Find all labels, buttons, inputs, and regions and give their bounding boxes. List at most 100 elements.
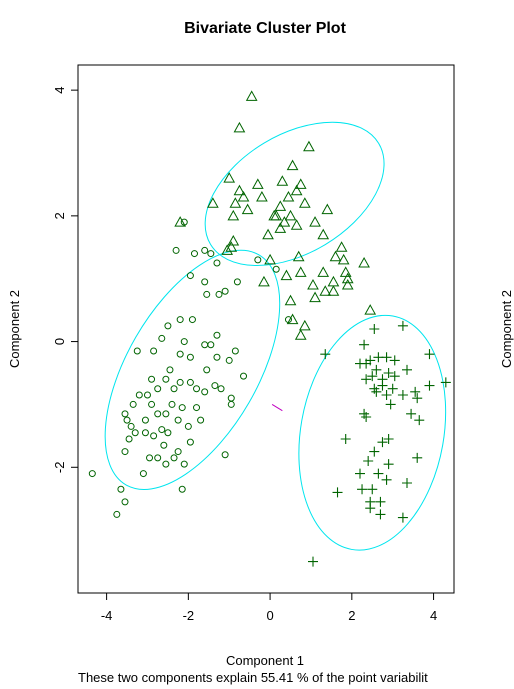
data-point-plus — [397, 320, 408, 331]
cluster-connectors — [271, 404, 283, 412]
data-point-circle — [180, 218, 188, 226]
data-point-triangle — [264, 253, 276, 265]
data-point-plus — [377, 380, 388, 391]
data-point-plus — [410, 386, 421, 397]
data-point-plus — [389, 355, 400, 366]
data-point-plus — [363, 456, 374, 466]
data-point-triangle — [339, 266, 352, 277]
data-point-triangle — [282, 190, 295, 202]
data-point-circle — [227, 400, 235, 408]
data-point-triangle — [327, 285, 340, 296]
data-point-triangle — [280, 269, 293, 281]
data-point-circle — [225, 356, 233, 364]
data-point-triangle — [274, 222, 287, 233]
data-point-circle — [121, 448, 129, 456]
data-point-plus — [397, 512, 408, 523]
data-point-triangle — [251, 178, 264, 189]
data-point-circle — [117, 485, 125, 493]
data-point-triangle — [229, 197, 242, 208]
data-point-circle — [197, 416, 205, 424]
data-point-circle — [193, 385, 201, 393]
data-point-circle — [240, 372, 248, 380]
data-point-triangle — [303, 140, 315, 152]
data-point-circle — [190, 250, 198, 258]
data-point-circle — [148, 400, 156, 408]
data-point-triangle — [329, 250, 342, 262]
y-tick-label: -2 — [52, 462, 67, 474]
data-point-plus — [320, 349, 331, 360]
data-point-triangle — [341, 278, 354, 290]
y-tick-label: 4 — [52, 87, 67, 94]
data-point-circle — [121, 410, 129, 418]
data-point-circle — [178, 404, 186, 412]
data-point-circle — [184, 422, 192, 430]
data-point-plus — [361, 374, 372, 385]
data-point-plus — [332, 487, 343, 498]
data-point-plus — [371, 386, 382, 397]
x-tick-label: 4 — [430, 608, 437, 623]
data-point-plus — [383, 459, 394, 470]
data-point-circle — [127, 422, 135, 430]
data-point-circle — [162, 375, 170, 383]
data-point-circle — [176, 316, 184, 324]
data-point-triangle — [286, 313, 299, 325]
cluster-ellipse-1 — [204, 121, 385, 266]
data-point-triangle — [337, 253, 350, 265]
data-point-triangle — [233, 121, 246, 133]
data-point-plus — [389, 371, 400, 382]
data-point-triangle — [258, 275, 270, 287]
y-tick-label: 0 — [52, 338, 67, 345]
data-point-triangle — [290, 184, 303, 196]
cluster-ellipse-2 — [104, 249, 281, 490]
data-point-plus — [375, 509, 386, 520]
data-point-circle — [213, 259, 221, 267]
data-point-triangle — [284, 209, 297, 221]
data-point-circle — [233, 278, 241, 286]
x-axis-label: Component 1 — [226, 653, 304, 668]
data-point-plus — [383, 434, 394, 444]
data-point-circle — [125, 435, 133, 443]
data-point-circle — [227, 394, 235, 402]
data-point-triangle — [341, 272, 354, 284]
data-point-plus — [387, 383, 398, 394]
data-point-circle — [123, 416, 131, 424]
data-point-circle — [141, 429, 149, 437]
data-point-triangle — [294, 178, 307, 189]
data-points — [88, 90, 451, 567]
data-point-triangle — [364, 304, 377, 315]
data-point-circle — [170, 385, 178, 393]
data-point-plus — [424, 380, 435, 391]
data-point-plus — [371, 364, 382, 375]
data-point-triangle — [221, 244, 234, 255]
x-tick-label: -2 — [183, 608, 195, 623]
data-point-circle — [186, 378, 194, 386]
data-point-triangle — [270, 209, 283, 221]
data-point-circle — [186, 353, 194, 361]
data-point-circle — [178, 485, 186, 493]
subtitle: These two components explain 55.41 % of … — [78, 670, 428, 685]
data-point-triangle — [278, 216, 291, 227]
data-point-circle — [176, 378, 184, 386]
data-point-circle — [88, 470, 96, 478]
data-point-triangle — [298, 319, 311, 331]
data-point-circle — [207, 341, 215, 349]
data-point-plus — [385, 399, 396, 410]
data-point-circle — [148, 375, 156, 383]
data-point-circle — [135, 391, 143, 399]
data-point-circle — [186, 438, 194, 446]
data-point-plus — [355, 468, 365, 479]
chart-title: Bivariate Cluster Plot — [184, 20, 347, 37]
data-point-circle — [213, 331, 221, 339]
data-point-circle — [203, 366, 211, 374]
data-point-triangle — [227, 209, 240, 221]
data-point-circle — [174, 416, 182, 424]
data-point-circle — [164, 429, 172, 437]
data-point-plus — [383, 368, 394, 378]
data-point-circle — [139, 470, 147, 478]
data-point-plus — [369, 446, 380, 457]
data-point-plus — [440, 377, 451, 388]
data-point-plus — [424, 349, 435, 360]
data-point-circle — [193, 404, 201, 412]
data-point-plus — [402, 478, 412, 488]
